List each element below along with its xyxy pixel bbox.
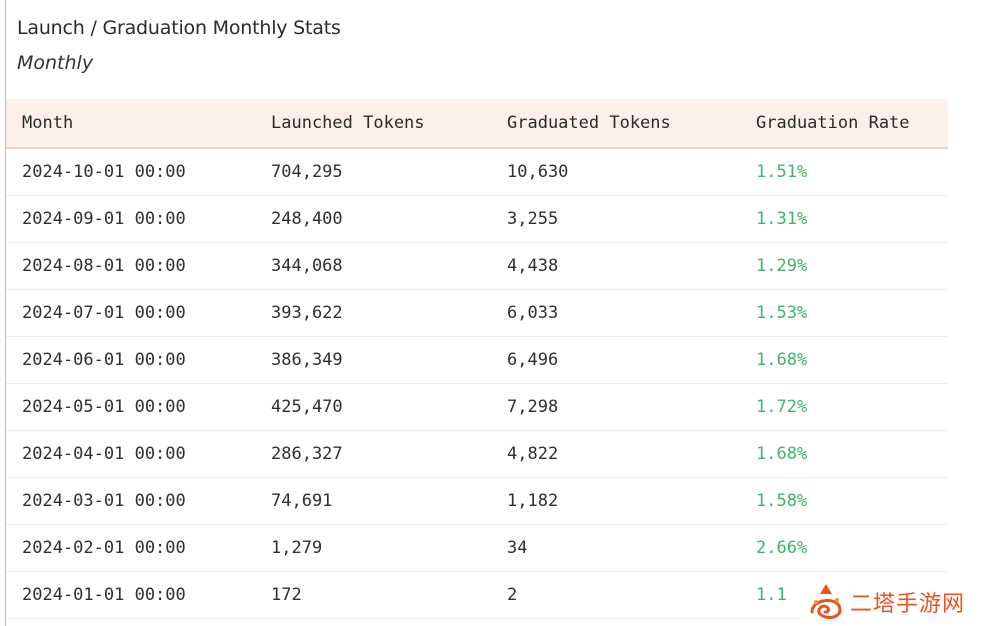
cell-graduated-tokens: 3,255 [507,208,559,229]
cell-graduated-tokens: 4,438 [507,255,559,276]
table-row: 2024-03-01 00:00 74,691 1,182 1.58% [6,477,948,524]
stats-table-container: Month Launched Tokens Graduated Tokens G… [6,99,948,619]
table-row: 2024-02-01 00:00 1,279 34 2.66% [6,524,948,571]
cell-graduation-rate: 1.68% [756,349,808,370]
cell-launched-tokens: 344,068 [271,255,343,276]
cell-graduation-rate: 1.51% [756,161,808,182]
watermark-text: 二塔手游网 [850,592,966,617]
cell-month: 2024-08-01 00:00 [22,255,186,276]
cell-month: 2024-07-01 00:00 [22,302,186,323]
cell-launched-tokens: 1,279 [271,537,323,558]
cell-graduated-tokens: 6,496 [507,349,559,370]
cell-graduated-tokens: 2 [507,584,518,605]
flame-swirl-logo-icon [810,584,842,619]
cell-month: 2024-10-01 00:00 [22,161,186,182]
cell-graduation-rate: 1.68% [756,443,808,464]
cell-graduated-tokens: 10,630 [507,161,569,182]
cell-launched-tokens: 704,295 [271,161,343,182]
cell-month: 2024-04-01 00:00 [22,443,186,464]
table-row: 2024-09-01 00:00 248,400 3,255 1.31% [6,195,948,242]
cell-month: 2024-01-01 00:00 [22,584,186,605]
column-header-month[interactable]: Month [6,99,255,149]
column-header-graduation-rate[interactable]: Graduation Rate [740,99,948,149]
cell-graduated-tokens: 1,182 [507,490,559,511]
cell-launched-tokens: 286,327 [271,443,343,464]
cell-launched-tokens: 74,691 [271,490,333,511]
panel-subtitle: Monthly [17,52,94,74]
cell-launched-tokens: 393,622 [271,302,343,323]
cell-launched-tokens: 425,470 [271,396,343,417]
cell-graduation-rate: 1.58% [756,490,808,511]
cell-graduation-rate: 1.53% [756,302,808,323]
table-row: 2024-01-01 00:00 172 2 1.1 [6,571,948,618]
table-row: 2024-07-01 00:00 393,622 6,033 1.53% [6,289,948,336]
table-row: 2024-08-01 00:00 344,068 4,438 1.29% [6,242,948,289]
cell-graduated-tokens: 34 [507,537,528,558]
table-row: 2024-05-01 00:00 425,470 7,298 1.72% [6,383,948,430]
cell-graduation-rate: 1.31% [756,208,808,229]
cell-launched-tokens: 248,400 [271,208,343,229]
cell-month: 2024-05-01 00:00 [22,396,186,417]
cell-launched-tokens: 172 [271,584,302,605]
cell-graduation-rate: 1.29% [756,255,808,276]
site-watermark: 二塔手游网 [800,580,990,622]
cell-launched-tokens: 386,349 [271,349,343,370]
column-header-launched-tokens[interactable]: Launched Tokens [255,99,491,149]
cell-month: 2024-03-01 00:00 [22,490,186,511]
cell-month: 2024-02-01 00:00 [22,537,186,558]
cell-graduated-tokens: 6,033 [507,302,559,323]
table-row: 2024-10-01 00:00 704,295 10,630 1.51% [6,148,948,195]
table-row: 2024-06-01 00:00 386,349 6,496 1.68% [6,336,948,383]
cell-month: 2024-09-01 00:00 [22,208,186,229]
table-row: 2024-04-01 00:00 286,327 4,822 1.68% [6,430,948,477]
table-body: 2024-10-01 00:00 704,295 10,630 1.51% 20… [6,148,948,618]
cell-graduation-rate: 1.1 [756,584,787,605]
stats-table: Month Launched Tokens Graduated Tokens G… [6,99,948,619]
cell-graduated-tokens: 4,822 [507,443,559,464]
panel-title: Launch / Graduation Monthly Stats [17,17,341,39]
cell-graduation-rate: 2.66% [756,537,808,558]
cell-graduation-rate: 1.72% [756,396,808,417]
table-header-row: Month Launched Tokens Graduated Tokens G… [6,99,948,149]
cell-month: 2024-06-01 00:00 [22,349,186,370]
panel-left-border [5,0,6,626]
column-header-graduated-tokens[interactable]: Graduated Tokens [491,99,740,149]
cell-graduated-tokens: 7,298 [507,396,559,417]
